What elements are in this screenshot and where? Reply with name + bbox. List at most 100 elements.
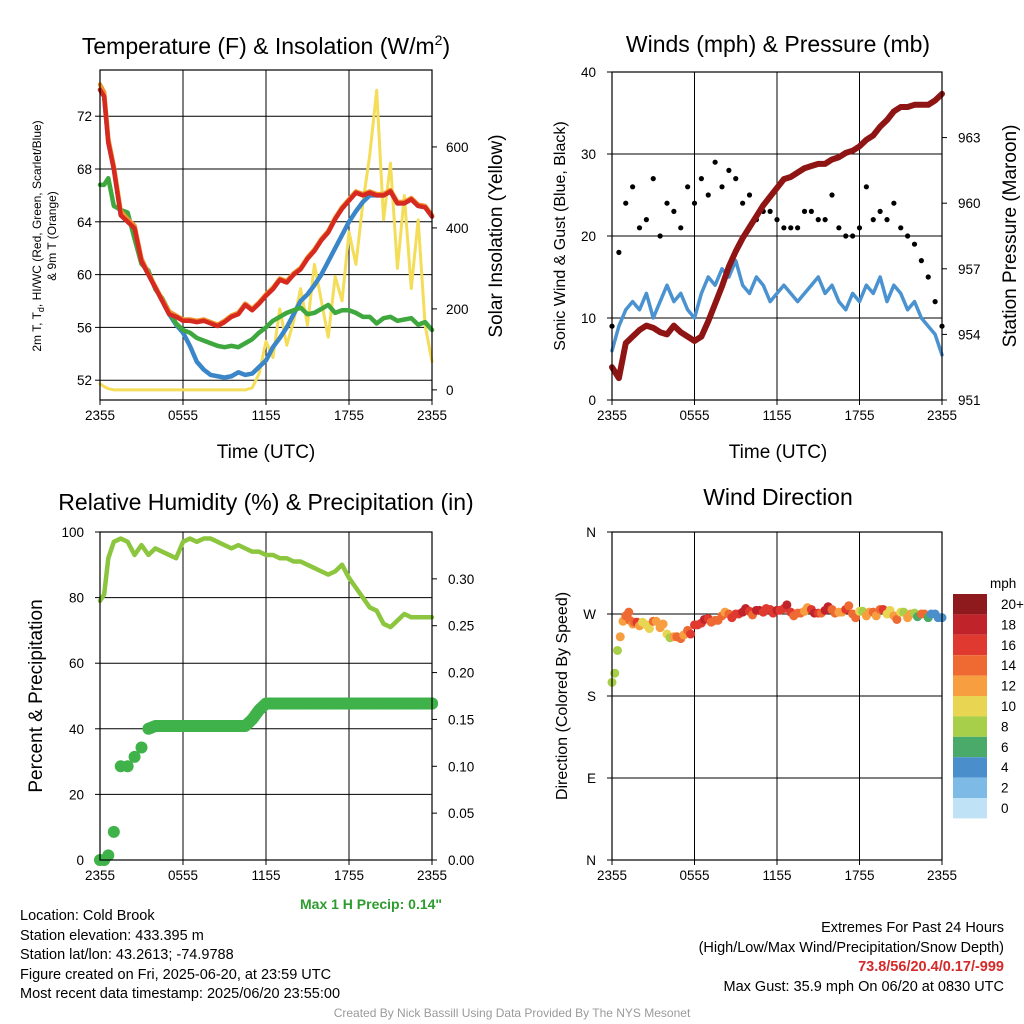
chart-title: Winds (mph) & Pressure (mb) — [626, 31, 930, 57]
plot-frame — [99, 531, 433, 861]
y-tick-label: 80 — [69, 591, 84, 606]
direction-point — [644, 624, 654, 634]
direction-point — [782, 600, 792, 610]
gust-point — [808, 208, 814, 214]
direction-point — [658, 619, 668, 629]
y2-tick-label: 0 — [446, 383, 454, 398]
y-tick-label: 40 — [581, 65, 596, 80]
gust-point — [746, 192, 753, 198]
x-tick-label: 1755 — [334, 868, 364, 883]
y2-tick-label: 954 — [958, 327, 981, 342]
series-precipitation — [94, 697, 438, 866]
precip-point — [121, 760, 134, 773]
precip-point — [135, 741, 148, 754]
gust-point — [781, 225, 787, 231]
x-axis-label: Time (UTC) — [217, 442, 316, 463]
x-axis-label: Time (UTC) — [729, 442, 828, 463]
x-tick-label: 0555 — [168, 868, 198, 883]
gust-point — [911, 241, 918, 247]
elevation-text: Station elevation: 433.395 m — [20, 927, 204, 944]
gust-point — [774, 217, 780, 223]
y-tick-label: 20 — [69, 787, 84, 802]
colorbar-label: 12 — [1001, 679, 1016, 694]
direction-point — [624, 607, 634, 617]
y-tick-label: 52 — [77, 373, 92, 388]
y-tick-label: N — [586, 853, 596, 868]
gust-point — [863, 184, 869, 190]
series-2m-t — [97, 87, 435, 329]
y-tick-label: 72 — [77, 109, 92, 124]
y-tick-label: W — [583, 607, 596, 622]
plot-frame — [99, 69, 433, 401]
gust-point — [815, 217, 821, 223]
y-tick-label: 20 — [581, 229, 596, 244]
series-sonic-wind — [610, 258, 944, 357]
colorbar-swatch — [953, 655, 987, 676]
gust-point — [719, 184, 725, 190]
extremes-values: 73.8/56/20.4/0.17/-999 — [858, 959, 1004, 976]
gridlines — [100, 70, 432, 400]
gust-point — [685, 184, 691, 190]
y-tick-label: 0 — [76, 853, 84, 868]
x-tick-label: 0555 — [168, 408, 198, 423]
colorbar-swatch — [953, 777, 987, 798]
plot-frame — [611, 71, 943, 401]
y2-tick-label: 963 — [958, 131, 981, 146]
panel-3: 2355 0555 1155 1755 23550204060801000.000.05… — [26, 489, 474, 883]
colorbar-label: 18 — [1001, 617, 1016, 632]
gust-point — [877, 208, 883, 214]
gust-point — [616, 249, 622, 255]
series-pressure — [609, 90, 945, 382]
x-tick-label: 2355 — [417, 868, 447, 883]
gust-point — [643, 217, 649, 223]
direction-point — [686, 629, 696, 639]
y-axis-label: Percent & Precipitation — [26, 599, 47, 792]
colorbar-swatch — [953, 757, 987, 778]
panel-1: 2355 0555 1155 1755 2355 52 56 60 64 68 72 0 200 400 6… — [30, 32, 507, 463]
colorbar-label: 2 — [1001, 781, 1009, 796]
gust-point — [870, 217, 876, 223]
location-text: Location: Cold Brook — [20, 908, 155, 924]
panel-2: 2355 0555 1155 1755 235501020304095195495796… — [552, 31, 1021, 463]
x-tick-label: 2355 — [597, 408, 627, 423]
x-tick-label: 1155 — [251, 408, 280, 423]
gust-point — [795, 225, 801, 231]
x-tick-label: 1155 — [762, 868, 791, 883]
direction-point — [615, 632, 625, 642]
colorbar-swatch — [953, 696, 987, 717]
gust-point — [856, 225, 863, 231]
created-text: Figure created on Fri, 2025-06-20, at 23… — [20, 966, 332, 983]
y-axis-label: Direction (Colored By Speed) — [554, 592, 571, 800]
gust-point — [925, 274, 931, 280]
y-tick-label: 10 — [581, 311, 596, 326]
colorbar: mph 20+ 18 16 14 12 10 8 6 4 2 0 — [953, 576, 1024, 819]
gust-point — [726, 167, 732, 173]
y-axis-label-line2: & 9m T (Orange) — [45, 191, 59, 281]
precip-point — [128, 750, 141, 763]
x-tick-label: 1755 — [334, 408, 364, 423]
y-tick-label: N — [586, 525, 596, 540]
y2-tick-label: 960 — [958, 196, 981, 211]
x-tick-label: 0555 — [679, 868, 709, 883]
credit-text: Created By Nick Bassill Using Data Provi… — [333, 1006, 691, 1020]
y2-tick-label: 0.20 — [448, 666, 474, 681]
colorbar-swatch — [953, 736, 987, 758]
x-tick-label: 2355 — [85, 408, 115, 423]
gust-point — [836, 225, 842, 231]
gust-point — [829, 192, 835, 198]
colorbar-label: 8 — [1001, 719, 1009, 734]
y2-tick-label: 951 — [958, 393, 981, 408]
colorbar-title: mph — [990, 576, 1016, 591]
gust-point — [650, 176, 656, 182]
y-axis-label: 2m T, Td, HI/WC (Red, Green, Scarlet/Blu… — [30, 120, 46, 351]
gust-point — [657, 233, 663, 239]
y2-tick-label: 600 — [446, 140, 469, 155]
gridlines — [100, 532, 432, 860]
y-tick-label: 56 — [77, 320, 92, 335]
gust-point — [898, 225, 904, 231]
y2-tick-label: 0.15 — [448, 712, 474, 727]
colorbar-swatch — [953, 716, 987, 737]
gust-point — [636, 225, 643, 231]
max-precip-annotation: Max 1 H Precip: 0.14" — [300, 896, 443, 912]
max-gust-text: Max Gust: 35.9 mph On 06/20 at 0830 UTC — [723, 978, 1004, 995]
